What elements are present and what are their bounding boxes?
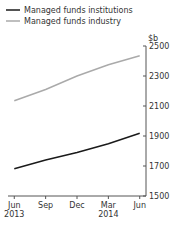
y-tick-label: 2100 — [149, 102, 169, 111]
x-tick — [77, 196, 78, 199]
legend-swatch — [6, 20, 20, 22]
x-tick-label: Sep — [38, 201, 53, 210]
series-line — [14, 56, 139, 101]
x-tick-label: Dec — [69, 201, 84, 210]
y-tick-label: 1900 — [149, 132, 169, 141]
x-tick-label-line: Dec — [69, 201, 84, 210]
y-tick-label: 2300 — [149, 72, 169, 81]
legend: Managed funds institutions Managed funds … — [6, 6, 133, 26]
legend-label: Managed funds institutions — [24, 6, 133, 15]
x-tick-label: Mar2014 — [98, 201, 118, 219]
x-tick-label-line: Sep — [38, 201, 53, 210]
chart: 150017001900210023002500$bJun2013SepDecM… — [0, 0, 181, 231]
y-tick — [143, 166, 146, 167]
x-tick — [45, 196, 46, 199]
legend-swatch — [6, 9, 20, 11]
x-tick-label-line: 2014 — [98, 210, 118, 219]
x-tick — [14, 196, 15, 199]
x-tick — [108, 196, 109, 199]
y-tick — [143, 46, 146, 47]
y-tick — [143, 76, 146, 77]
y-tick-label: 2500 — [149, 42, 169, 51]
y-tick-label: 1700 — [149, 162, 169, 171]
y-tick-label: 1500 — [149, 192, 169, 201]
y-axis-label: $b — [148, 34, 158, 43]
x-tick-label-line: 2013 — [4, 210, 24, 219]
x-tick-label-line: Jun — [7, 201, 21, 210]
x-tick-label: Jun2013 — [4, 201, 24, 219]
y-tick — [143, 106, 146, 107]
x-tick — [139, 196, 140, 199]
y-tick — [143, 136, 146, 137]
x-tick-label-line: Mar — [101, 201, 117, 210]
x-tick-label-line: Jun — [132, 201, 146, 210]
chart-svg: 150017001900210023002500$bJun2013SepDecM… — [0, 0, 181, 231]
y-axis — [146, 46, 147, 196]
legend-label: Managed funds industry — [24, 17, 121, 26]
series-line — [14, 133, 139, 168]
y-tick — [143, 196, 146, 197]
x-tick-label: Jun — [132, 201, 146, 210]
plot-area — [14, 56, 139, 169]
